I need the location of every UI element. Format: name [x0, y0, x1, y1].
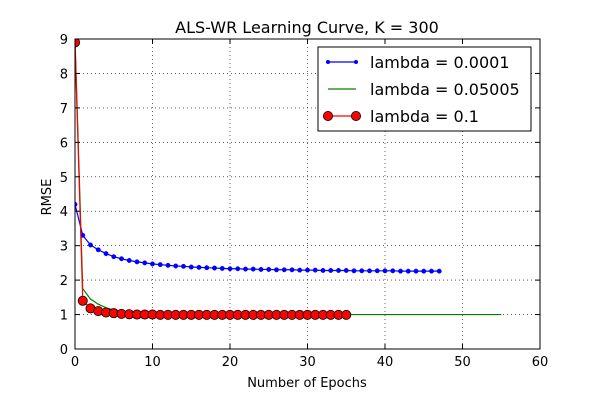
legend-label: lambda = 0.05005	[370, 80, 520, 99]
x-tick-label: 0	[71, 355, 79, 370]
data-point	[336, 268, 341, 273]
data-point	[297, 267, 303, 273]
x-tick-label: 50	[454, 355, 471, 370]
legend-item: lambda = 0.1	[322, 107, 479, 126]
data-point	[341, 309, 352, 320]
data-point	[219, 265, 225, 271]
data-point	[235, 266, 241, 272]
legend-label: lambda = 0.0001	[370, 53, 510, 72]
data-point	[436, 268, 442, 274]
series-0	[75, 201, 442, 274]
legend-marker	[350, 111, 361, 122]
data-point	[111, 254, 117, 260]
data-point	[250, 266, 256, 272]
legend-item: lambda = 0.0001	[326, 53, 510, 72]
data-point	[126, 258, 132, 263]
data-point	[196, 264, 202, 270]
legend-marker	[326, 60, 330, 64]
data-point	[413, 268, 419, 274]
legend-item: lambda = 0.05005	[328, 80, 520, 99]
x-tick-label: 40	[377, 355, 394, 370]
axis-ticks: 0 10 20 30 40 50 60 0 1 2 3 4 5 6 7 8 9	[60, 33, 549, 370]
series-2	[75, 39, 352, 320]
data-point	[181, 263, 186, 269]
y-tick-label: 5	[60, 171, 68, 186]
data-point	[204, 265, 210, 271]
data-point	[165, 262, 171, 268]
data-point	[289, 267, 295, 273]
data-point	[134, 259, 140, 265]
data-point	[173, 263, 179, 269]
plot-series	[75, 39, 502, 320]
data-point	[258, 266, 264, 272]
data-point	[367, 268, 372, 274]
y-tick-label: 7	[60, 102, 68, 117]
data-point	[274, 267, 279, 273]
data-point	[390, 268, 396, 274]
chart-title: ALS-WR Learning Curve, K = 300	[175, 18, 439, 37]
data-point	[281, 267, 287, 273]
data-point	[119, 256, 124, 262]
data-point	[77, 295, 88, 306]
legend-label: lambda = 0.1	[370, 107, 479, 126]
data-point	[429, 268, 434, 274]
y-tick-label: 9	[60, 33, 68, 48]
data-point	[150, 261, 155, 267]
data-point	[88, 242, 93, 248]
x-tick-label: 30	[299, 355, 316, 370]
y-tick-label: 1	[60, 309, 68, 324]
data-point	[305, 267, 310, 273]
y-axis-title: RMSE	[40, 179, 55, 216]
data-point	[266, 266, 272, 272]
legend-marker	[354, 60, 358, 64]
data-point	[157, 262, 163, 268]
data-point	[243, 266, 248, 272]
data-point	[320, 268, 326, 273]
x-tick-label: 10	[144, 355, 161, 370]
data-point	[351, 268, 357, 274]
data-point	[382, 268, 388, 274]
y-tick-label: 3	[60, 240, 68, 255]
data-point	[227, 266, 233, 272]
legend: lambda = 0.0001 lambda = 0.05005 lambda = …	[317, 46, 532, 132]
legend-marker	[322, 111, 333, 122]
x-axis-title: Number of Epochs	[247, 376, 367, 391]
data-point	[421, 268, 427, 274]
x-tick-label: 20	[222, 355, 239, 370]
data-point	[312, 267, 318, 273]
y-tick-label: 4	[60, 205, 68, 220]
y-tick-label: 8	[60, 67, 68, 82]
data-point	[142, 260, 148, 266]
data-point	[188, 264, 194, 270]
data-point	[103, 251, 109, 257]
data-point	[212, 265, 217, 271]
x-tick-label: 60	[532, 355, 549, 370]
y-tick-label: 6	[60, 136, 68, 151]
data-point	[374, 268, 380, 274]
y-tick-label: 2	[60, 274, 68, 289]
data-point	[328, 268, 334, 273]
data-point	[95, 247, 101, 253]
data-point	[343, 268, 349, 273]
data-point	[405, 268, 411, 274]
y-tick-label: 0	[60, 343, 68, 358]
data-point	[359, 268, 365, 274]
data-point	[398, 268, 403, 274]
